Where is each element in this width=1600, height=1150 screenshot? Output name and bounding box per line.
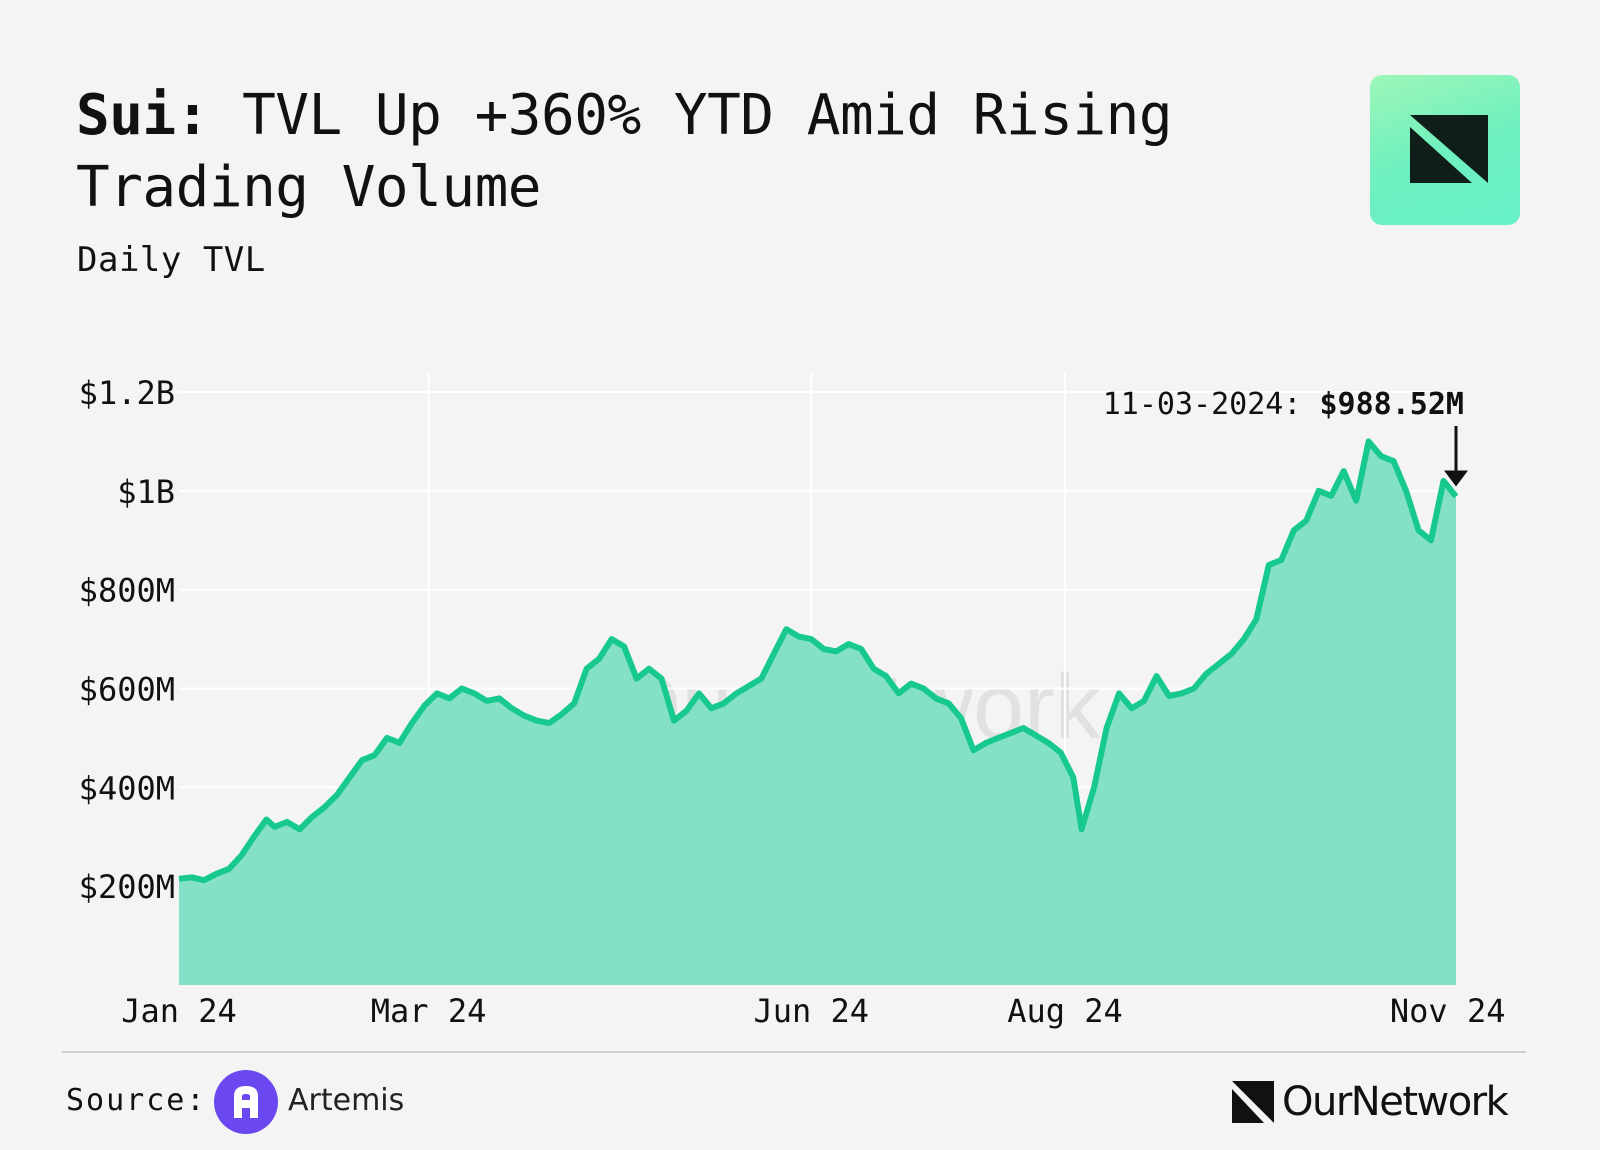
- brand-name: OurNetwork: [1282, 1079, 1509, 1125]
- title-rest: TVL Up +360% YTD Amid Rising Trading Vol…: [76, 83, 1173, 220]
- x-tick-label: Jan 24: [121, 992, 237, 1030]
- annotation-value: $988.52M: [1320, 387, 1465, 422]
- source-name: Artemis: [288, 1083, 405, 1118]
- y-tick-label: $1.2B: [79, 374, 175, 412]
- x-tick-label: Aug 24: [1007, 992, 1123, 1030]
- ournetwork-logo-icon: [1370, 75, 1520, 225]
- arrow-head-icon: [1444, 470, 1468, 487]
- page-title: Sui: TVL Up +360% YTD Amid Rising Tradin…: [76, 80, 1276, 224]
- footer-divider: [62, 1051, 1526, 1053]
- x-tick-label: Jun 24: [753, 992, 869, 1030]
- annotation-label: 11-03-2024: $988.52M: [1103, 387, 1464, 422]
- ournetwork-mark-icon: [1232, 1081, 1274, 1123]
- title-bold: Sui:: [76, 83, 209, 148]
- source-label: Source:: [66, 1083, 207, 1118]
- tvl-area: [179, 441, 1456, 985]
- y-tick-label: $200M: [79, 868, 175, 906]
- y-tick-label: $400M: [79, 769, 175, 807]
- x-tick-label: Nov 24: [1390, 992, 1506, 1030]
- artemis-logo-icon: [214, 1070, 278, 1134]
- ournetwork-footer-logo: OurNetwork: [1232, 1078, 1509, 1126]
- y-tick-label: $1B: [117, 473, 175, 511]
- x-tick-label: Mar 24: [371, 992, 487, 1030]
- annotation-date: 11-03-2024:: [1103, 387, 1320, 422]
- tvl-line: [178, 438, 1459, 884]
- y-tick-label: $600M: [79, 671, 175, 709]
- chart-subtitle: Daily TVL: [77, 240, 266, 280]
- y-tick-label: $800M: [79, 572, 175, 610]
